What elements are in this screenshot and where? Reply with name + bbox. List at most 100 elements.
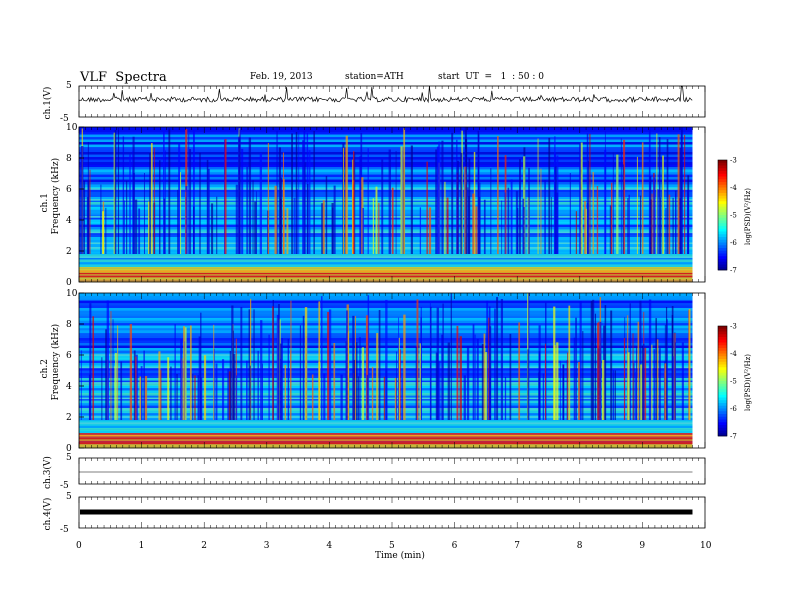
ch1-spec-streak — [501, 200, 503, 254]
ch1-spec-streak — [510, 179, 513, 254]
ch2-spec-band — [79, 425, 693, 429]
ch1-spec-streak — [333, 185, 336, 254]
ch1-spec-band — [79, 154, 693, 158]
ch1-spec-colorbar-cell — [718, 204, 727, 208]
ch1-spec-streak — [426, 161, 428, 254]
ch2-spec-streak — [496, 297, 499, 420]
chart-title: VLF Spectra — [80, 70, 167, 85]
ch1-spec-line-5.3 — [79, 199, 693, 201]
ch2-spec-streak — [167, 357, 170, 420]
ch1-spec-streak — [611, 182, 613, 254]
ch1-spec-streak — [79, 166, 82, 254]
ch1-spec-streak — [622, 164, 624, 254]
ch1-spec-streak — [438, 141, 441, 254]
start-time-label: start UT = 1 : 50 : 0 — [438, 72, 544, 82]
ch2-spec-colorbar-cell — [718, 326, 727, 330]
ch1-spec-streak — [477, 130, 480, 254]
ch2-spec-streak — [311, 374, 314, 420]
ch2-spec-streak — [500, 299, 504, 420]
ch1-spec-streak — [585, 208, 588, 254]
ch2-spec-line-0.8 — [79, 434, 693, 437]
ch1-spec-streak — [657, 189, 659, 254]
ch2-spec-streak — [488, 306, 491, 420]
ch1-spec-streak — [580, 142, 583, 254]
ch1-spec-band — [79, 249, 693, 253]
ch1-spec-streak — [456, 139, 458, 254]
ch2-spec-streak — [302, 315, 305, 420]
ch2-spec-streak — [135, 354, 138, 420]
ch1-spec-streak — [592, 171, 594, 254]
ch2-spec-colorbar-cell — [718, 433, 727, 437]
ch2-spec-colorbar-tick: -4 — [730, 350, 737, 358]
ch1-spec-band — [79, 159, 693, 163]
ch2-spec-streak — [542, 373, 545, 420]
ch1-spec-streak — [451, 132, 454, 254]
ch2-spec-streak — [648, 299, 652, 420]
ch2-spec-streak — [665, 306, 668, 420]
ch2-spec-band — [79, 440, 693, 444]
ch1-spec-streak — [575, 211, 577, 254]
xtick-label: 8 — [577, 541, 583, 551]
ch1-spec-band — [79, 137, 693, 140]
ch1-spec-streak — [352, 159, 354, 254]
ch2-spec-streak — [688, 308, 691, 420]
ch2-spec-colorbar-cell — [718, 328, 727, 332]
ch1-spec-streak — [367, 148, 369, 254]
ch2-spec-streak — [139, 376, 142, 420]
ch1-spec-streak — [148, 201, 151, 254]
station-label: station=ATH — [345, 72, 404, 82]
ch2-spec-streak — [463, 375, 466, 420]
ch3-wave-ytick-label: 5 — [66, 453, 72, 463]
ch2-spec-streak — [582, 331, 584, 420]
ch1-spec-band — [79, 232, 693, 235]
ch1-spec-streak — [628, 194, 630, 254]
ch1-spec-colorbar-cell — [718, 220, 727, 224]
ch1-spec-colorbar-tick: -6 — [730, 239, 737, 247]
ch2-spec-streak — [658, 348, 661, 420]
ch1-spec-colorbar-cell — [718, 165, 727, 169]
ch1-spec-streak — [497, 136, 499, 254]
ch4-wave-panel — [78, 496, 706, 529]
ch2-spec-colorbar-tick: -5 — [730, 378, 737, 386]
ch1-spec-streak — [113, 132, 116, 254]
ch2-spec-streak — [601, 359, 605, 420]
ch1-spec-band — [79, 167, 693, 170]
ch2-spec-colorbar-cell — [718, 392, 727, 396]
ch2-spec-colorbar-cell — [718, 430, 727, 434]
ch2-spec-streak — [603, 325, 606, 420]
ch1-spec-streak — [441, 140, 444, 254]
ch2-spec-streak — [279, 358, 281, 420]
x-axis-label: Time (min) — [375, 550, 425, 561]
ch1-spec-streak — [579, 144, 582, 254]
ch1-spec-band — [79, 212, 693, 215]
ch1-spec-ytick-label: 0 — [66, 278, 72, 288]
ch1-spec-band — [79, 189, 693, 193]
xtick-label: 4 — [326, 541, 332, 551]
ch2-spec-streak — [323, 373, 326, 420]
ch1-spec-streak — [207, 168, 210, 254]
ch3-wave-panel — [78, 457, 706, 485]
ch1-spec-streak — [256, 191, 257, 254]
ch2-spec-streak — [559, 360, 561, 420]
ch2-spec-streak — [456, 325, 459, 420]
ch2-spec-streak — [231, 305, 234, 420]
ch2-spec-streak — [170, 366, 172, 420]
ch1-spec-streak — [639, 195, 642, 254]
ch2-spec-streak — [227, 368, 230, 420]
ch2-spec-streak — [106, 300, 109, 420]
ch1-spec-streak — [475, 206, 478, 254]
ch2-spec-streak — [674, 332, 676, 420]
ch1-spec-streak — [252, 180, 254, 254]
ch2-spec-streak — [200, 312, 202, 420]
ch1-spec-colorbar-cell — [718, 242, 727, 246]
ch1-spec-streak — [282, 152, 285, 254]
ch1-spec-streak — [132, 136, 135, 254]
ch1-spec-streak — [400, 146, 403, 254]
ch1-spec-streak — [276, 130, 278, 254]
ch1-spec-streak — [163, 129, 165, 254]
ch1-spec-streak — [189, 149, 192, 254]
ch1-spec-colorbar — [717, 159, 728, 271]
ch1-spec-ytick-label: 4 — [66, 216, 72, 226]
ch2-spec-streak — [213, 324, 215, 420]
ch2-spec-streak — [429, 302, 431, 420]
